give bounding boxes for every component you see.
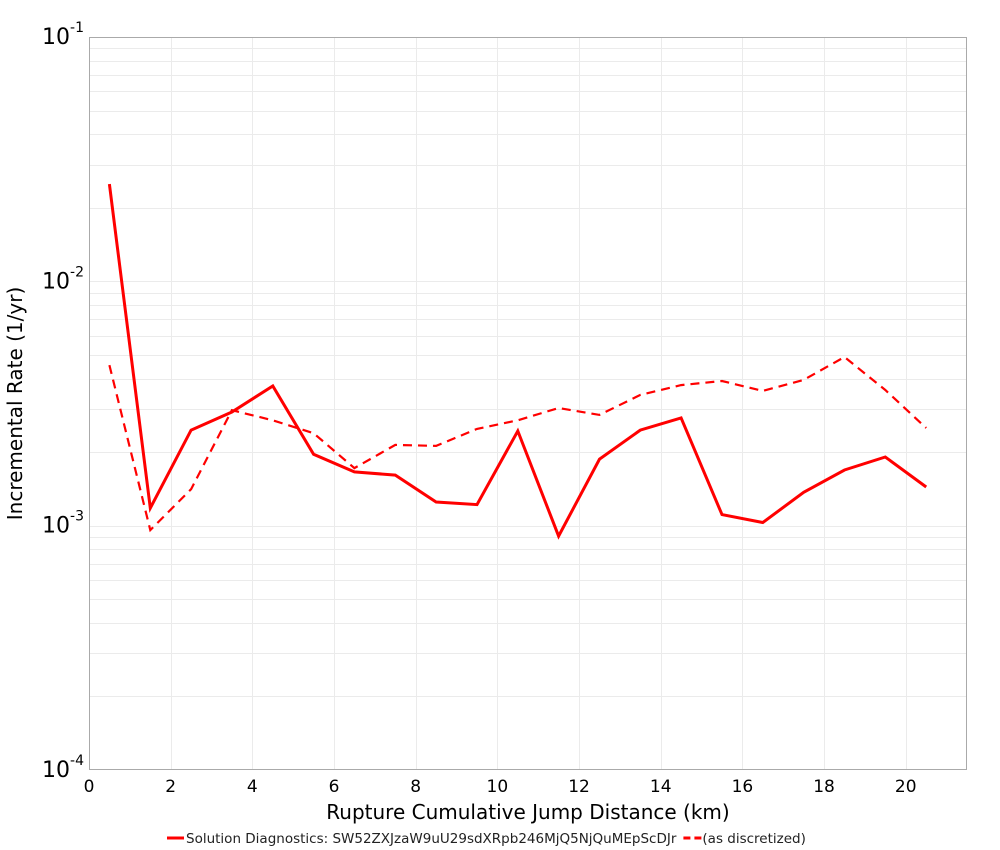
plot-background	[89, 37, 967, 770]
gridlines	[89, 37, 967, 770]
x-axis-ticks: 0 2 4 6 8 10 12 14 16 18 20	[84, 777, 917, 797]
legend-item-1: (as discretized)	[683, 831, 806, 847]
x-tick-label: 0	[84, 777, 95, 797]
legend-label: Solution Diagnostics: SW52ZXJzaW9uU29sdX…	[186, 831, 677, 847]
x-tick-label: 20	[895, 777, 917, 797]
x-tick-label: 6	[329, 777, 340, 797]
legend: Solution Diagnostics: SW52ZXJzaW9uU29sdX…	[167, 831, 806, 847]
legend-item-0: Solution Diagnostics: SW52ZXJzaW9uU29sdX…	[167, 831, 677, 847]
x-tick-label: 2	[165, 777, 176, 797]
x-tick-label: 16	[732, 777, 754, 797]
series-line-1	[108, 355, 927, 533]
y-axis-ticks: 10-1 10-2 10-3 10-4	[42, 20, 84, 783]
x-tick-label: 4	[247, 777, 258, 797]
y-tick-label: 10-3	[42, 509, 84, 539]
y-tick-label: 10-4	[42, 753, 84, 783]
x-tick-label: 14	[650, 777, 672, 797]
y-axis-title: Incremental Rate (1/yr)	[3, 287, 27, 520]
x-tick-label: 12	[568, 777, 590, 797]
x-tick-label: 18	[813, 777, 835, 797]
series-line-0	[107, 183, 928, 540]
x-tick-label: 10	[487, 777, 509, 797]
legend-label: (as discretized)	[702, 831, 805, 847]
series-layer	[107, 183, 928, 540]
plot-border	[89, 37, 967, 770]
x-axis-title: Rupture Cumulative Jump Distance (km)	[326, 800, 729, 824]
y-tick-label: 10-2	[42, 264, 84, 294]
y-tick-label: 10-1	[42, 20, 84, 50]
x-tick-label: 8	[410, 777, 421, 797]
plot-area	[89, 37, 967, 770]
